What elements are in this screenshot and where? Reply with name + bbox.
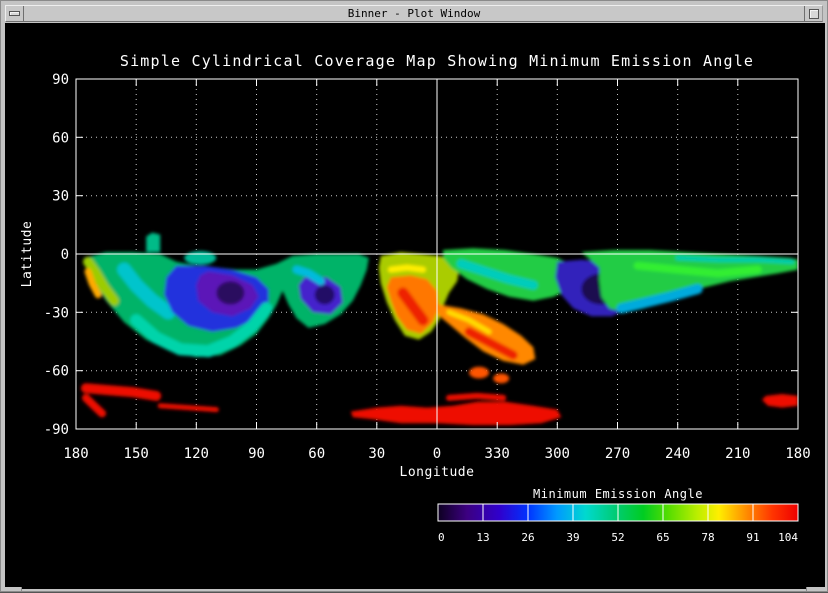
coverage-region-mid-dark-spot [314, 285, 335, 305]
colorbar-tick-label: 52 [611, 531, 624, 544]
y-tick-label: 90 [52, 72, 69, 88]
coverage-region-south-red-west-c [157, 403, 219, 413]
x-tick-label: 330 [485, 446, 510, 462]
titlebar[interactable]: Binner - Plot Window [5, 5, 823, 22]
x-tick-label: 180 [63, 446, 88, 462]
coverage-region-south-red-central-upper [446, 392, 507, 401]
y-tick-label: -30 [44, 305, 69, 321]
coverage-region-east-cyan-overlay [456, 259, 538, 290]
colorbar-tick-label: 13 [476, 531, 489, 544]
colorbar-tick-label: 91 [746, 531, 759, 544]
window-menu-icon [9, 11, 20, 16]
x-tick-label: 240 [665, 446, 690, 462]
axes [75, 78, 799, 430]
coverage-region-mid-cyan-edge [292, 265, 325, 286]
x-tick-label: 150 [124, 446, 149, 462]
y-tick-label: -60 [44, 364, 69, 380]
y-tick-label: -90 [44, 422, 69, 438]
colorbar-tick-label: 39 [566, 531, 579, 544]
coverage-region-south-red-west-a [81, 383, 162, 401]
coverage-region-west-edge-yellowgreen [83, 256, 120, 306]
colorbar-tick-label: 0 [438, 531, 445, 544]
x-tick-label: 30 [368, 446, 385, 462]
colorbar-title: Minimum Emission Angle [533, 487, 703, 501]
maximize-icon [808, 8, 819, 19]
maximize-button[interactable] [804, 6, 822, 21]
coverage-region-west-edge-orange [84, 268, 102, 299]
coverage-region-west-lower-cyan-rim [130, 302, 273, 358]
coverage-region-south-red-west-b [82, 393, 107, 418]
y-tick-label: 0 [61, 247, 69, 263]
colorbar: 0 13 26 39 52 65 78 91 104 [437, 503, 799, 544]
colorbar-tick-label: 26 [521, 531, 534, 544]
resize-handle-bottom-right[interactable] [806, 587, 827, 591]
resize-handle-bottom-left[interactable] [1, 587, 22, 591]
colorbar-tick-label: 78 [701, 531, 714, 544]
plot-canvas: Simple Cylindrical Coverage Map Showing … [5, 23, 825, 589]
coverage-region-teal-spot [184, 251, 217, 265]
x-tick-label: 180 [785, 446, 810, 462]
x-tick-labels: 180 150 120 90 60 30 0 330 300 270 240 210 180 [63, 446, 810, 462]
colorbar-tick-label: 65 [656, 531, 669, 544]
coverage-data [81, 232, 798, 426]
coverage-region-west-darkviolet-spot [216, 281, 245, 305]
coverage-region-south-red-east [761, 394, 798, 408]
x-tick-label: 300 [545, 446, 570, 462]
plot-svg: Simple Cylindrical Coverage Map Showing … [20, 52, 811, 544]
coverage-region-east-lat0-cyan [675, 255, 795, 265]
coverage-region-arm-south-dot-1 [469, 366, 490, 379]
coverage-region-west-cyan-transition [117, 262, 176, 320]
window-menu-button[interactable] [6, 6, 24, 21]
plot-title: Simple Cylindrical Coverage Map Showing … [120, 52, 754, 70]
x-tick-label: 210 [725, 446, 750, 462]
coverage-region-south-red-central [350, 401, 562, 426]
y-tick-labels: 90 60 30 0 -30 -60 -90 [44, 72, 69, 438]
x-axis-label: Longitude [400, 465, 475, 480]
window-title: Binner - Plot Window [347, 7, 481, 20]
x-tick-label: 60 [308, 446, 325, 462]
x-tick-label: 0 [433, 446, 441, 462]
coverage-region-arm-south-dot-2 [493, 373, 510, 384]
x-tick-label: 90 [248, 446, 265, 462]
coverage-region-east-wedge-brightgreen [633, 261, 762, 278]
x-tick-label: 120 [184, 446, 209, 462]
y-tick-label: 30 [52, 189, 69, 205]
coverage-region-center-red [397, 287, 429, 326]
y-axis-label: Latitude [20, 221, 35, 288]
coverage-region-southeast-arm-yellow [446, 309, 492, 335]
coverage-region-southeast-arm-red [464, 327, 518, 360]
x-tick-label: 270 [605, 446, 630, 462]
y-tick-label: 60 [52, 130, 69, 146]
coverage-region-teal-bump [146, 232, 161, 253]
colorbar-tick-label: 104 [778, 531, 798, 544]
coverage-region-east-wedge-cyanblue [616, 284, 703, 314]
coverage-region-center-yellow-top [387, 264, 426, 273]
coverage-region-east-green-block [443, 248, 578, 301]
